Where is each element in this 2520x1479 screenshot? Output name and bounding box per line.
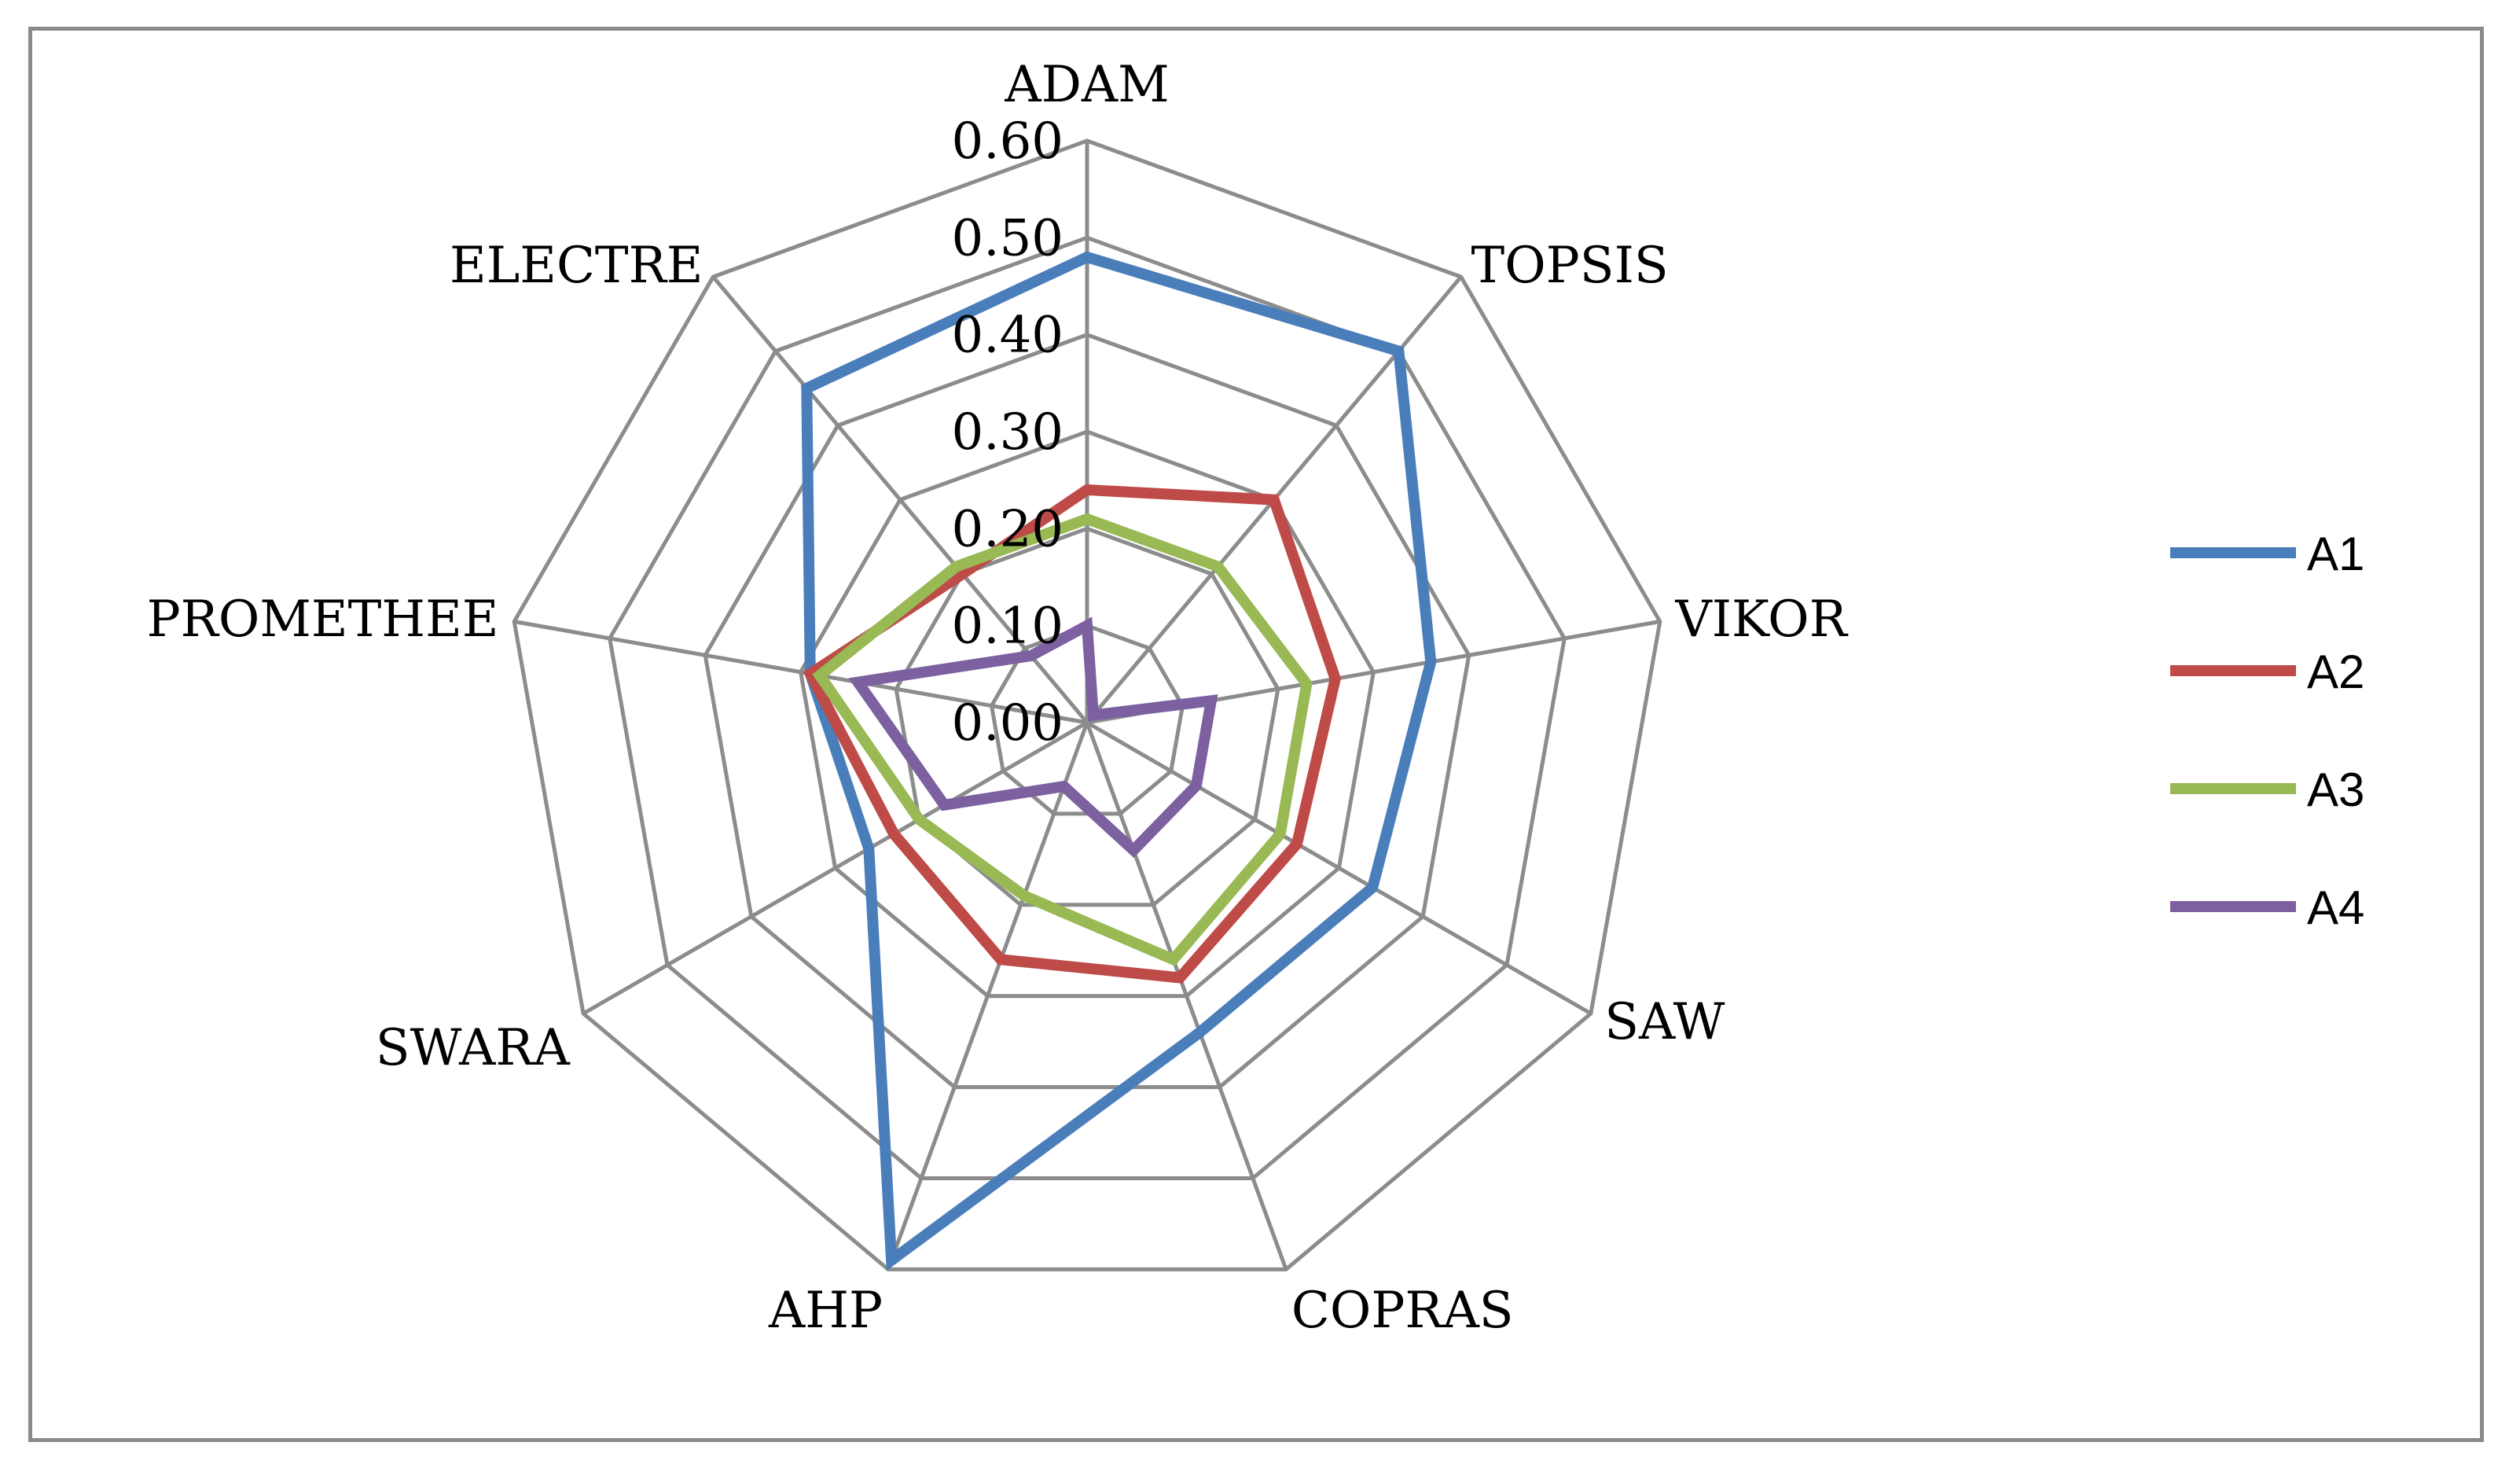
tick-label: 0.10 [952, 598, 1064, 656]
axis-spoke [582, 720, 1089, 1016]
grid-ring [608, 235, 1567, 1180]
legend-label-a2: A2 [2307, 646, 2364, 698]
radial-tick-labels: 0.00 0.10 0.20 0.30 0.40 0.50 0.60 [952, 112, 1064, 752]
series-a4-line [848, 616, 1218, 859]
axis-label-promethee: PROMETHEE [147, 590, 499, 649]
series-a4-point [1030, 655, 1032, 657]
axis-spoke [1086, 720, 1592, 1016]
legend: A1 A2 A3 A4 [2170, 528, 2364, 934]
chart-frame: 0.00 0.10 0.20 0.30 0.40 0.50 0.60 ADAM TOPSIS V… [28, 27, 2484, 1442]
series-a2-point [1273, 499, 1275, 501]
tick-label: 0.20 [952, 500, 1064, 558]
tick-label: 0.60 [952, 112, 1064, 171]
tick-label: 0.50 [952, 209, 1064, 267]
radar-chart: 0.00 0.10 0.20 0.30 0.40 0.50 0.60 ADAM TOPSIS V… [147, 56, 2365, 1340]
series-a1-point [1086, 256, 1088, 258]
series-a1-line [801, 251, 1437, 1271]
axis-label-copras: COPRAS [1291, 1282, 1514, 1340]
tick-label: 0.00 [952, 694, 1064, 752]
legend-label-a1: A1 [2307, 528, 2364, 580]
series-a4-point [1086, 625, 1088, 627]
axis-spoke [513, 620, 1088, 725]
grid-ring [798, 429, 1376, 999]
grid-ring [894, 526, 1280, 907]
series-a4-point [1133, 849, 1134, 851]
legend-label-a3: A3 [2307, 763, 2364, 816]
series-a4-point [1063, 785, 1064, 787]
axis-label-adam: ADAM [1004, 56, 1169, 114]
series-a3-point [956, 566, 957, 568]
series-a3-point [819, 675, 821, 676]
series-a4-point [943, 804, 945, 806]
axis-label-saw: SAW [1604, 993, 1725, 1051]
series-a3-point [1306, 683, 1307, 685]
series-a1-point [1199, 1032, 1200, 1033]
axis-spoke [711, 275, 1089, 724]
radar-series [801, 251, 1437, 1271]
series-a2-point [1086, 489, 1088, 491]
axis-label-electre: ELECTRE [450, 237, 703, 295]
series-a3-line [812, 513, 1313, 966]
axis-label-swara: SWARA [376, 1019, 571, 1077]
series-a3-point [918, 819, 920, 820]
series-a2-point [961, 573, 963, 575]
axis-label-ahp: AHP [768, 1282, 883, 1340]
grid-ring [512, 138, 1662, 1271]
radar-grid [512, 138, 1662, 1271]
series-a2-point [1179, 977, 1181, 978]
legend-label-a4: A4 [2307, 881, 2364, 934]
tick-label: 0.30 [952, 403, 1064, 462]
axis-label-vikor: VIKOR [1675, 590, 1849, 649]
tick-label: 0.40 [952, 307, 1064, 365]
series-a3-point [1086, 518, 1088, 520]
grid-ring [703, 333, 1471, 1090]
axis-spoke [886, 722, 1089, 1271]
axis-spoke [1085, 722, 1288, 1271]
axis-label-topsis: TOPSIS [1471, 237, 1669, 295]
series-a3-point [1173, 958, 1174, 960]
axis-labels: ADAM TOPSIS VIKOR SAW COPRAS AHP SWARA PROMETHE… [147, 56, 1849, 1340]
series-a1-point [1372, 887, 1373, 889]
